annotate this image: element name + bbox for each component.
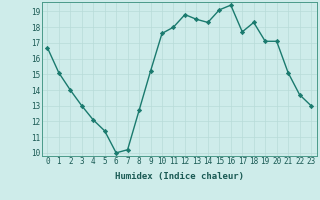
- X-axis label: Humidex (Indice chaleur): Humidex (Indice chaleur): [115, 172, 244, 181]
